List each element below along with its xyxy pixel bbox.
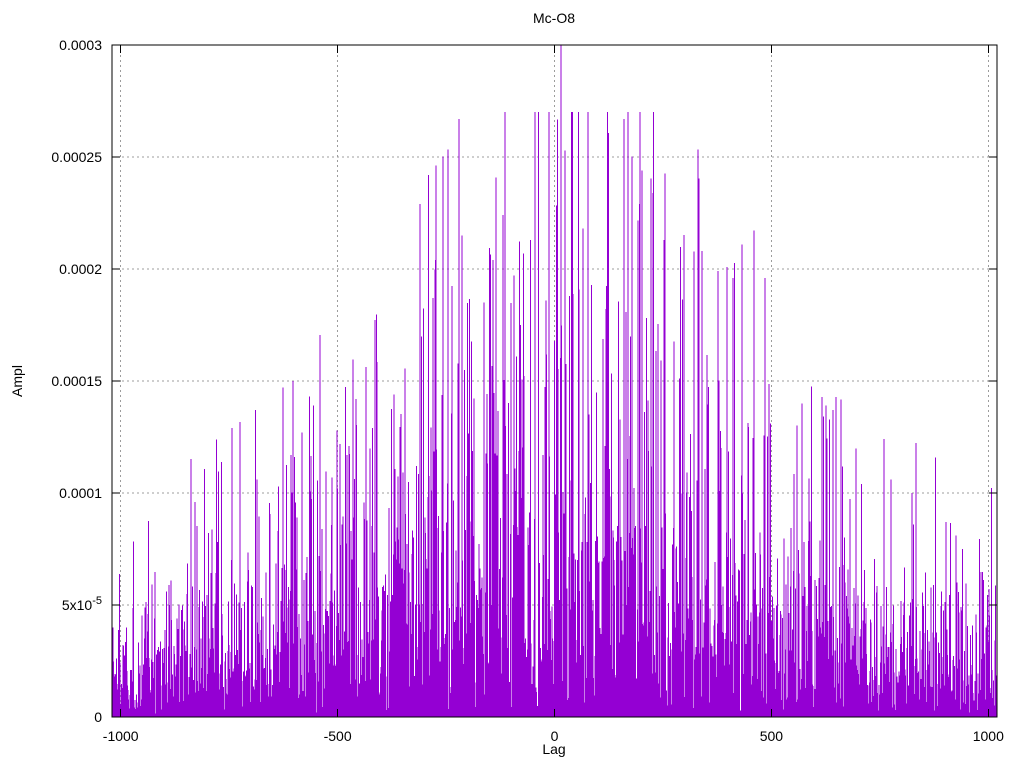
x-axis-label: Lag (542, 741, 565, 757)
tick-marks (112, 44, 997, 718)
y-tick-label: 0.00015 (51, 373, 102, 389)
y-tick-label: 0.0001 (59, 485, 102, 501)
x-tick-labels: -1000 -500 0 500 1000 (103, 728, 1004, 744)
peak-impulses (194, 45, 963, 717)
x-tick-label: 0 (551, 728, 559, 744)
x-tick-label: 500 (760, 728, 784, 744)
y-tick-label: 0.00025 (51, 149, 102, 165)
x-tick-label: 1000 (973, 728, 1004, 744)
y-tick-label: 0.0002 (59, 261, 102, 277)
y-tick-label: 0.0003 (59, 37, 102, 53)
y-axis-label: Ampl (9, 365, 25, 397)
y-tick-label: 0 (94, 709, 102, 725)
tick-marks-path (112, 44, 997, 718)
peak-impulses-path (194, 45, 963, 717)
x-tick-label: -500 (324, 728, 352, 744)
y-tick-labels: 0 5x10-5 0.0001 0.00015 0.0002 0.00025 0.0003 (51, 37, 102, 725)
y-tick-label: 5x10-5 (62, 595, 102, 613)
chart-title: Mc-O8 (533, 10, 575, 26)
noise-impulses-path (111, 112, 998, 717)
noise-impulses (111, 112, 998, 717)
x-tick-label: -1000 (103, 728, 139, 744)
